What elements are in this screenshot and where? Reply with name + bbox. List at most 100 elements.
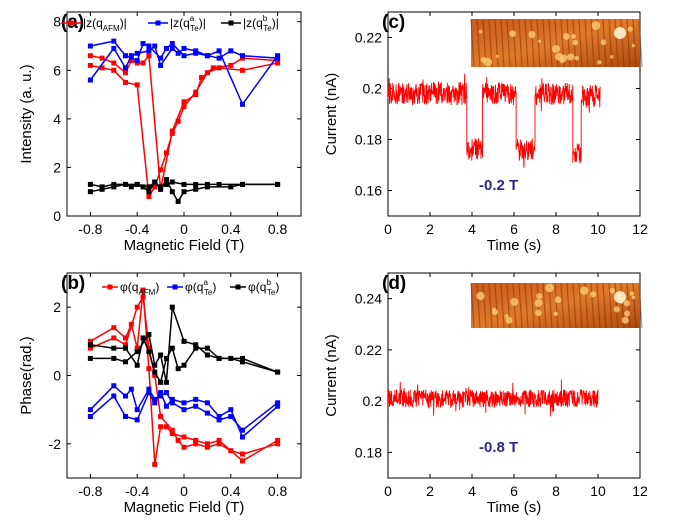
data-point — [169, 45, 175, 51]
data-point — [111, 355, 117, 361]
chart-panel-d: 0 2 4 6 8 10 12 0.18 0.2 0.22 0.24 Time (s) Current … — [323, 272, 648, 516]
data-point — [175, 366, 181, 372]
legend-entry: |z(qa Te)| — [148, 14, 206, 33]
data-point — [169, 427, 175, 433]
y-tick-label: 2 — [53, 159, 61, 175]
data-point — [123, 181, 128, 187]
data-layer — [388, 73, 601, 168]
y-tick-label: 0 — [53, 368, 61, 384]
data-point — [134, 82, 140, 88]
x-tick-label: 10 — [590, 221, 606, 237]
data-point — [228, 184, 234, 190]
x-tick-label: 0.8 — [268, 221, 288, 237]
data-point — [228, 414, 234, 419]
chart-panel-b: -0.8 -0.4 0 0.4 0.8 -2 0 2 Magnetic Field (T) Pha… — [18, 272, 302, 516]
data-point — [111, 45, 117, 51]
data-point — [193, 441, 199, 447]
legend-entry: |z(qb Te)| — [221, 14, 279, 33]
data-point — [158, 352, 164, 358]
data-point — [193, 345, 199, 351]
x-axis-label: Magnetic Field (T) — [124, 237, 245, 254]
y-tick-label: 0.18 — [355, 444, 382, 460]
data-point — [111, 38, 117, 44]
data-point — [152, 184, 158, 190]
data-point — [140, 60, 146, 66]
data-point — [210, 65, 216, 71]
legend-entry: φ(qa Te) — [167, 278, 216, 297]
data-point — [87, 345, 93, 351]
data-point — [87, 77, 93, 83]
data-point — [216, 48, 222, 54]
chart-panel-a: -0.8 -0.4 0 0.4 0.8 0 2 4 6 8 Magnetic Field (T) In… — [18, 11, 302, 254]
data-point — [240, 458, 245, 464]
data-point — [181, 181, 187, 187]
stm-inset-image — [470, 282, 643, 329]
x-tick-label: 2 — [426, 221, 434, 237]
data-point — [99, 55, 105, 61]
data-point — [193, 186, 199, 192]
x-tick-label: 0.8 — [268, 483, 288, 499]
x-axis-label: Time (s) — [487, 499, 541, 516]
data-point — [275, 181, 281, 187]
data-point — [158, 379, 164, 385]
y-tick-label: 0.18 — [355, 132, 382, 148]
data-point — [169, 396, 175, 402]
data-point — [163, 390, 169, 396]
data-point — [158, 424, 164, 430]
data-point — [169, 345, 175, 351]
x-tick-label: 4 — [468, 221, 476, 237]
series-line — [90, 306, 278, 383]
data-point — [193, 437, 199, 443]
data-point — [111, 345, 117, 351]
data-point — [275, 403, 281, 409]
y-tick-label: 4 — [53, 111, 61, 127]
x-tick-label: 0 — [180, 221, 188, 237]
series-line — [89, 44, 279, 106]
y-tick-label: 6 — [53, 62, 61, 78]
data-point — [204, 352, 210, 358]
x-tick-label: -0.8 — [78, 221, 102, 237]
x-tick-label: 0 — [384, 221, 392, 237]
data-point — [123, 359, 128, 365]
data-point — [204, 53, 210, 59]
data-point — [152, 400, 158, 406]
legend-entry: |z(qAFM)| — [61, 16, 127, 33]
y-tick-label: 0.22 — [355, 30, 382, 46]
data-point — [228, 48, 234, 54]
data-point — [240, 53, 245, 59]
x-tick-label: -0.4 — [125, 221, 149, 237]
data-point — [240, 434, 245, 440]
data-point — [123, 345, 128, 351]
legend-label: |z(qb Te)| — [243, 14, 279, 33]
data-point — [158, 55, 164, 61]
data-point — [134, 58, 140, 64]
data-point — [158, 167, 164, 173]
data-point — [228, 355, 234, 361]
legend-label: φ(qb Te) — [248, 278, 279, 297]
data-point — [193, 181, 199, 187]
data-point — [111, 60, 117, 66]
legend-entry: φ(qAFM) — [102, 280, 159, 297]
data-point — [146, 189, 152, 195]
panel-label: (b) — [61, 273, 85, 294]
data-point — [111, 335, 117, 341]
data-point — [181, 45, 187, 51]
data-point — [275, 55, 281, 61]
y-tick-label: 0.2 — [363, 81, 383, 97]
data-point — [134, 50, 140, 56]
data-point — [204, 410, 210, 416]
data-point — [175, 118, 181, 124]
data-point — [175, 198, 181, 204]
data-point — [123, 79, 128, 85]
data-point — [216, 65, 222, 71]
data-point — [240, 101, 245, 107]
data-point — [275, 441, 281, 447]
x-axis-label: Time (s) — [487, 237, 541, 254]
data-point — [158, 62, 164, 68]
data-point — [111, 393, 117, 399]
data-point — [204, 184, 210, 190]
data-point — [146, 43, 152, 49]
data-point — [193, 92, 199, 98]
data-point — [146, 386, 152, 392]
data-point — [146, 390, 152, 396]
